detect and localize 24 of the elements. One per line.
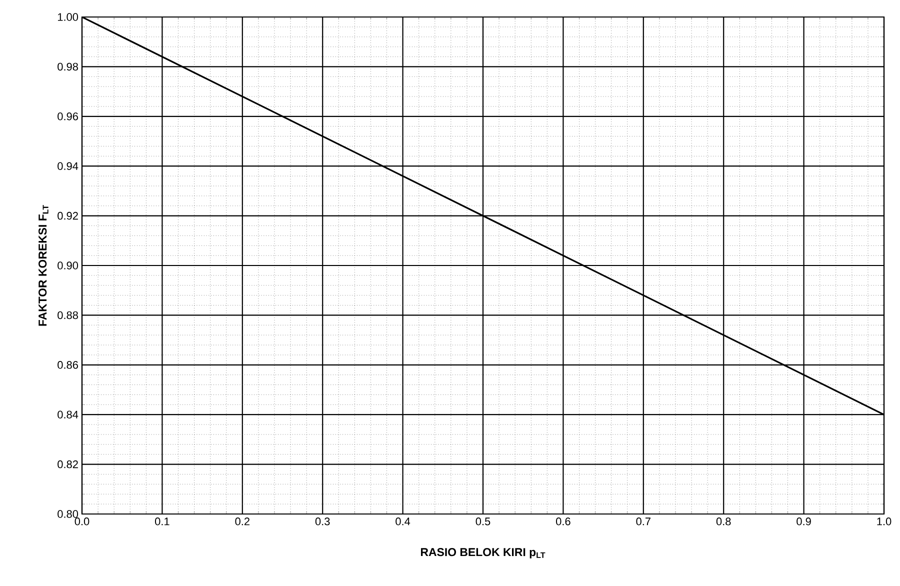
y-tick-label: 0.90 [58,262,78,270]
y-tick-label: 0.96 [58,112,78,120]
y-tick-label: 0.80 [58,510,78,518]
y-tick-label: 0.88 [58,311,78,320]
x-tick-label: 0.9 [796,518,811,526]
x-tick-label: 0.8 [716,518,731,526]
x-axis-title: RASIO BELOK KIRI p$_{LT}$ [420,548,546,558]
x-tick-label: 1.0 [877,518,892,526]
y-tick-label: 0.98 [58,62,78,71]
x-tick-label: 0.6 [556,518,570,526]
x-tick-label: 0.5 [476,518,490,526]
y-tick-label: 0.84 [58,410,78,418]
y-tick-label: 1.00 [58,13,78,21]
x-tick-label: 0.2 [235,518,250,526]
x-tick-label: 0.3 [315,518,330,526]
y-tick-label: 0.86 [58,361,78,369]
y-axis-title: FAKTOR KOREKSI F$_{LT}$ [38,205,48,326]
y-tick-label: 0.94 [58,162,78,170]
y-tick-label: 0.92 [58,212,78,220]
x-tick-label: 0.4 [396,518,410,526]
y-tick-label: 0.82 [58,460,78,468]
x-tick-label: 0.1 [155,518,170,526]
x-tick-label: 0.0 [74,518,90,526]
x-tick-label: 0.7 [636,518,650,526]
